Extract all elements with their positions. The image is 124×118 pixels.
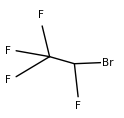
Text: F: F: [4, 46, 10, 56]
Text: F: F: [38, 10, 44, 20]
Text: F: F: [4, 75, 10, 85]
Text: F: F: [75, 101, 81, 111]
Text: Br: Br: [102, 58, 114, 67]
